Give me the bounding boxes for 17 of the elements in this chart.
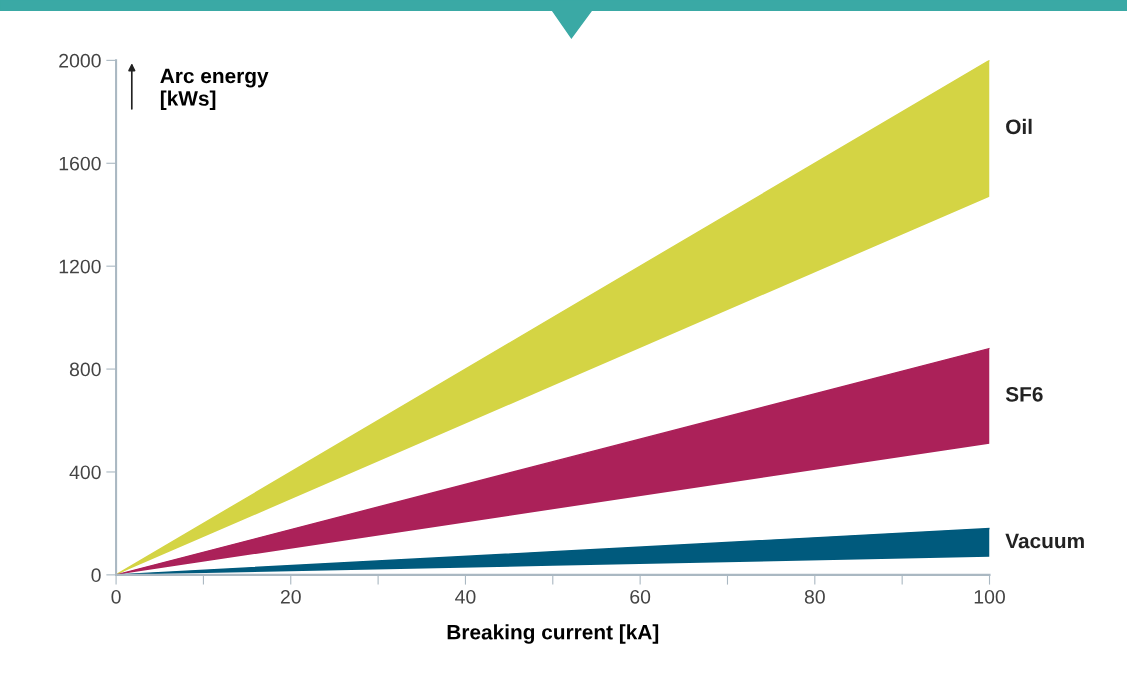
series-label: Vacuum [1005,533,1084,549]
y-tick-label: 1600 [59,156,101,171]
text: SF6 [1005,386,1043,402]
y-tick-label: 1200 [59,259,101,274]
y-tick-label: 400 [69,465,101,480]
x-tick-label: 80 [804,589,825,604]
x-tick-label: 0 [111,589,121,604]
x-tick-label: 100 [974,589,1005,604]
y-tick-label: 2000 [59,53,101,68]
x-tick-label: 20 [280,589,301,604]
text: Oil [1006,118,1032,135]
x-axis-title: Breaking current [kA] [447,624,659,644]
x-tick-label: 60 [630,589,651,604]
y-axis-title: Arc energy [kWs] [160,68,269,110]
x-tick-label: 40 [455,589,476,604]
y-tick-label: 0 [91,568,101,583]
y-tick-label: 800 [69,362,101,377]
